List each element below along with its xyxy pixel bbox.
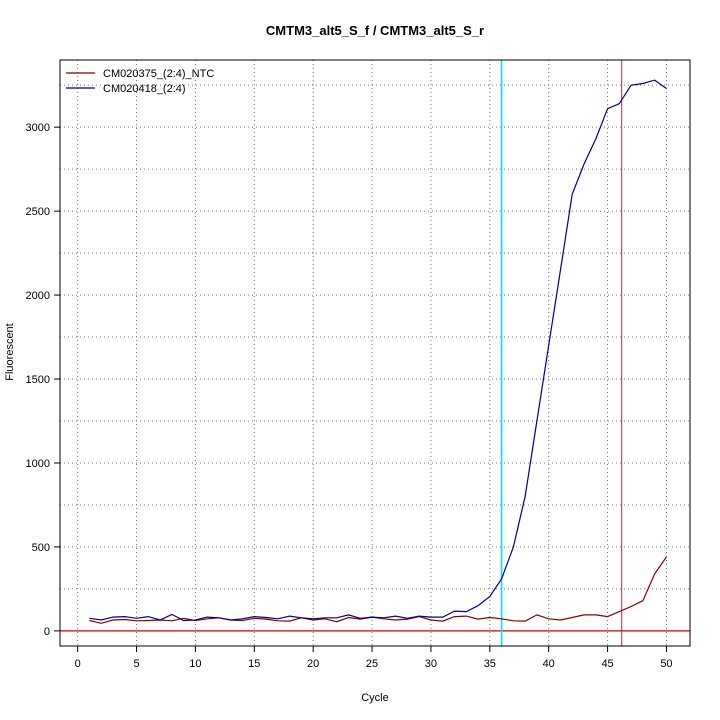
x-axis: 0 5 10 15 20 25 30 35 40 45 50: [75, 646, 673, 670]
x-tick-label: 10: [189, 658, 201, 670]
x-tick-label: 30: [425, 658, 437, 670]
y-tick-label: 1500: [26, 374, 50, 386]
y-axis: 0 500 1000 1500 2000 2500 3000: [26, 122, 60, 638]
x-tick-label: 35: [484, 658, 496, 670]
grid-lines: [60, 60, 690, 646]
y-tick-label: 3000: [26, 122, 50, 134]
y-tick-label: 2000: [26, 290, 50, 302]
x-tick-label: 50: [660, 658, 672, 670]
y-tick-label: 2500: [26, 206, 50, 218]
y-tick-label: 0: [44, 626, 50, 638]
x-tick-label: 0: [75, 658, 81, 670]
legend: CM020375_(2:4)_NTC CM020418_(2:4): [66, 68, 214, 95]
x-tick-label: 20: [307, 658, 319, 670]
legend-label: CM020375_(2:4)_NTC: [103, 68, 214, 80]
x-tick-label: 15: [248, 658, 260, 670]
y-tick-label: 500: [32, 542, 50, 554]
plot-frame: [59, 59, 691, 647]
x-tick-label: 5: [133, 658, 139, 670]
series-line-2: [89, 79, 667, 622]
x-tick-label: 25: [366, 658, 378, 670]
reference-lines: [60, 60, 690, 646]
x-axis-label: Cycle: [361, 692, 389, 704]
y-tick-label: 1000: [26, 458, 50, 470]
chart-title: CMTM3_alt5_S_f / CMTM3_alt5_S_r: [266, 23, 484, 38]
y-axis-label: Fluorescent: [4, 323, 16, 380]
x-tick-label: 40: [543, 658, 555, 670]
x-tick-label: 45: [601, 658, 613, 670]
series-lines: [89, 79, 667, 624]
legend-label: CM020418_(2:4): [103, 83, 186, 95]
